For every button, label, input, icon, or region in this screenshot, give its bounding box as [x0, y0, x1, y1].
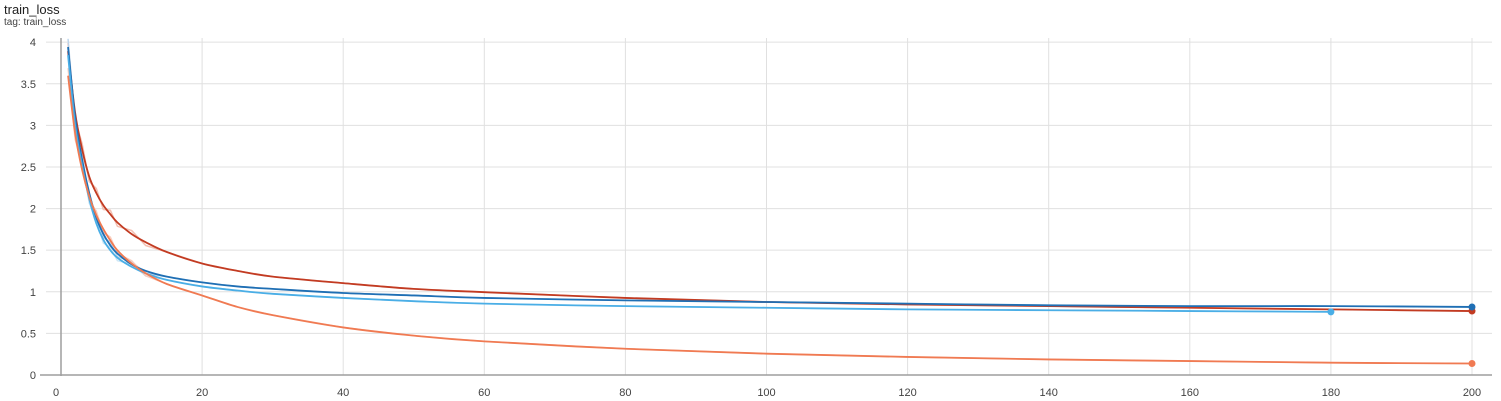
series-end-point	[1468, 303, 1476, 311]
series-raw-line	[67, 47, 1331, 313]
x-tick-label: 180	[1322, 387, 1340, 399]
y-tick-label: 2.5	[21, 162, 36, 174]
series-raw-line	[67, 42, 1473, 312]
x-tick-label: 40	[337, 387, 349, 399]
series-line	[67, 55, 1331, 313]
x-tick-label: 160	[1181, 387, 1199, 399]
y-tick-label: 0	[30, 370, 36, 382]
series-end-point	[1468, 360, 1476, 368]
x-tick-label: 200	[1463, 387, 1481, 399]
y-tick-label: 1	[30, 287, 36, 299]
x-tick-label: 0	[53, 387, 59, 399]
smoothed-series-lines	[67, 46, 1473, 365]
x-tick-label: 20	[196, 387, 208, 399]
series-line	[67, 46, 1473, 308]
series-line	[67, 75, 1473, 365]
y-tick-label: 4	[30, 37, 36, 49]
x-tick-label: 140	[1040, 387, 1058, 399]
raw-series-lines	[67, 38, 1473, 365]
y-tick-label: 3.5	[21, 79, 36, 91]
x-tick-label: 100	[757, 387, 775, 399]
x-tick-label: 120	[898, 387, 916, 399]
y-tick-label: 0.5	[21, 328, 36, 340]
chart-tag: tag: train_loss	[4, 17, 67, 28]
x-tick-label: 60	[478, 387, 490, 399]
series-raw-line	[67, 38, 1473, 308]
y-tick-label: 3	[30, 120, 36, 132]
series-line	[67, 50, 1473, 312]
y-tick-label: 2	[30, 204, 36, 216]
x-tick-label: 80	[619, 387, 631, 399]
tick-labels: 00.511.522.533.540 20 40 60 80 100 120 140 160 18…	[21, 37, 1481, 399]
series-raw-line	[67, 68, 1473, 365]
grid-lines	[46, 38, 1492, 375]
y-tick-label: 1.5	[21, 245, 36, 257]
chart-title: train_loss	[4, 2, 60, 17]
series-end-point	[1327, 308, 1335, 316]
series-end-markers	[1327, 303, 1476, 368]
axes	[40, 38, 1492, 376]
